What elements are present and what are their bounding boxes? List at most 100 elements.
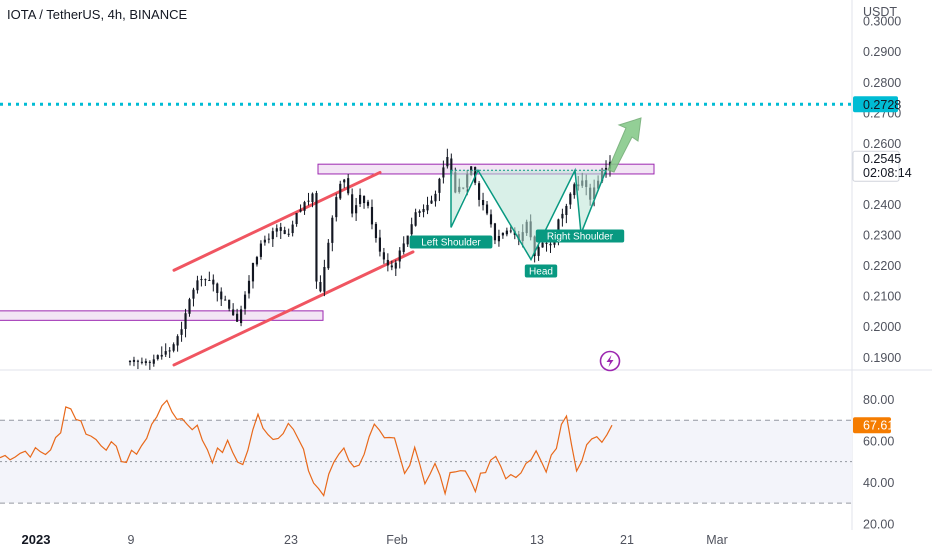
candle-body [402,243,405,252]
candle-body [414,212,417,226]
candle [172,342,175,353]
candle-body [374,223,378,239]
y-tick-label: 0.2800 [863,76,901,90]
candle-body [422,208,425,213]
candle [132,356,136,367]
x-tick-label: 9 [128,533,135,547]
channel-upper-line[interactable] [172,170,382,272]
target-arrow[interactable] [607,117,642,173]
candle-body [565,205,568,216]
candle [323,259,326,297]
candle-body [172,344,175,351]
candle-body [355,205,358,214]
candle-body [196,280,199,291]
support-zone[interactable] [0,310,324,321]
candle-body [192,289,195,299]
label-left-shoulder[interactable]: Left Shoulder [409,235,493,249]
candle-body [386,259,389,266]
candle [243,291,247,315]
right-shoulder-fill [575,170,606,234]
channel-lower-line[interactable] [172,250,415,367]
candle [287,228,290,237]
candle [128,360,132,366]
candle-body [489,214,493,225]
candle-body [497,235,501,242]
candle-body [184,313,187,329]
candle-body [561,213,564,219]
candle [255,255,259,267]
candle-body [200,279,203,281]
candle-body [307,200,310,202]
y-tick-label: 0.2000 [863,320,901,334]
candle-body [410,224,413,235]
candle [426,196,429,215]
lightning-icon[interactable] [599,350,621,372]
candle-body [323,267,326,292]
candle [204,278,207,287]
candle [319,275,322,293]
candle-body [243,294,247,309]
candle [347,173,350,196]
candle [228,299,231,312]
candle-body [263,239,266,243]
candle-body [573,184,576,196]
rsi-value-badge-bg [853,417,891,434]
candle [144,358,147,366]
candle [378,229,381,257]
candle [216,282,219,302]
candle [355,197,358,221]
candle [251,262,255,289]
candle-body [481,199,485,206]
candle-body [176,336,179,346]
label-head[interactable]: Head [524,264,558,278]
label-right-shoulder-text: Right Shoulder [547,232,614,243]
candle [537,244,540,261]
label-right-shoulder-bg [535,229,625,243]
rsi-line[interactable] [0,399,613,498]
candle [414,208,417,227]
candle [489,209,493,228]
label-right-shoulder[interactable]: Right Shoulder [535,229,625,243]
target-price-text: 0.2728 [863,98,901,112]
candle [291,220,294,237]
candle [164,343,167,357]
head-fill [478,170,575,260]
rsi-value-badge[interactable]: 67.61 [853,417,894,434]
candle-body [216,283,219,293]
candle-body [406,235,409,245]
candle-body [168,350,171,352]
current-price-badge-bg [852,150,900,182]
current-price-text: 0.2545 [863,152,901,166]
candle [478,180,481,207]
candle-body [208,280,211,282]
candle-body [430,200,433,204]
candle [359,188,362,208]
target-price-badge[interactable]: 0.2728 [853,96,901,113]
candle-body [287,233,290,235]
candle-body [271,231,274,240]
candle-body [259,243,262,257]
candle [362,195,366,209]
candle-body [339,183,342,199]
candle-body [478,183,481,200]
candle [565,203,568,224]
x-tick-label: 23 [284,533,298,547]
currency-label: USDT [863,5,897,19]
y-tick-label: 0.2300 [863,229,901,243]
candle [561,208,564,227]
candle [343,178,346,189]
candle-body [247,280,251,294]
candle-body [303,202,306,211]
label-left-shoulder-text: Left Shoulder [421,238,481,249]
candle-body [450,158,453,174]
candle [267,233,270,244]
candle-body [267,238,270,240]
candle [283,226,286,235]
candle-body [390,265,393,268]
candle [481,192,485,211]
candle [406,235,409,247]
candle-body [485,204,489,214]
candle-body [188,299,191,314]
